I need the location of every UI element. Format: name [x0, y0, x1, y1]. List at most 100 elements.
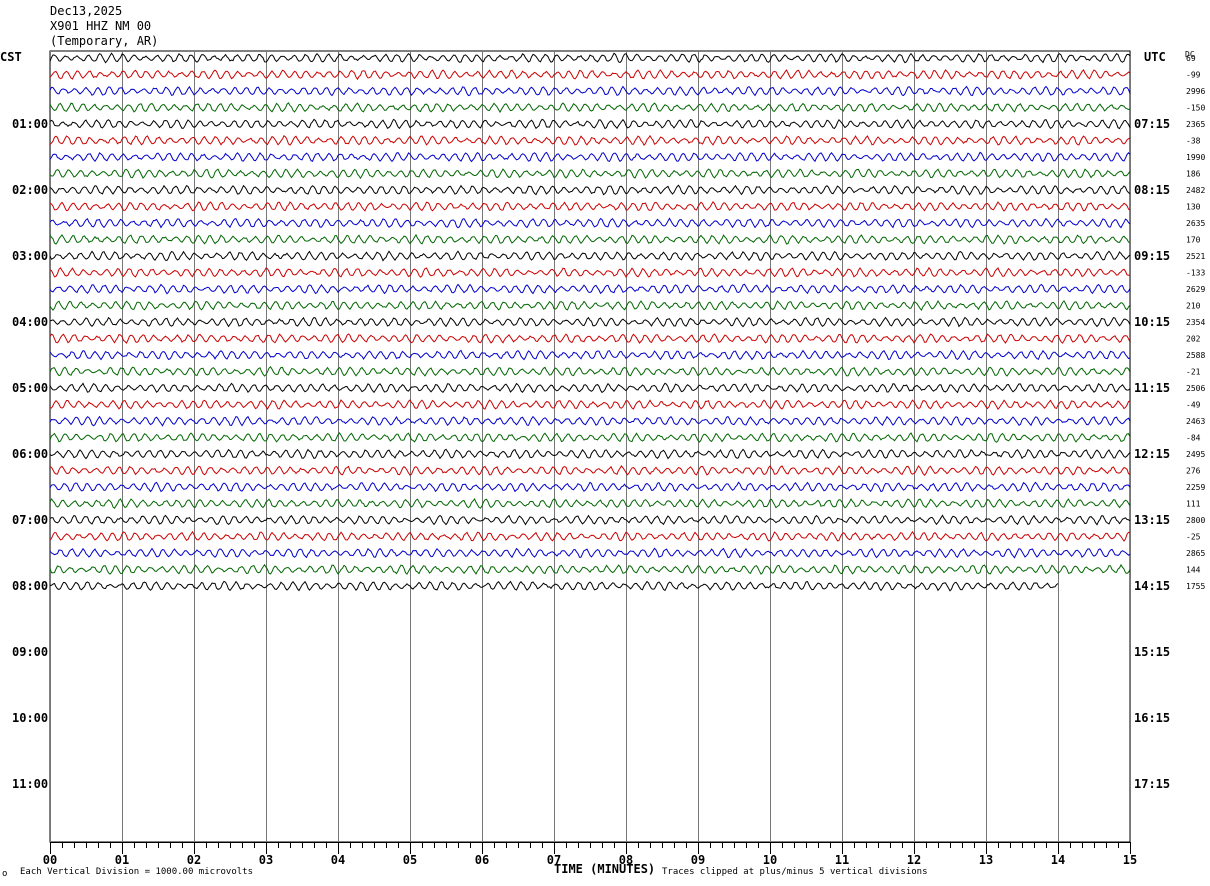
dc-offset-label: 69 [1186, 54, 1196, 63]
seismic-trace [49, 580, 1059, 592]
seismic-trace [49, 300, 1131, 312]
x-tick-label: 08 [619, 853, 633, 867]
x-tick-label: 12 [907, 853, 921, 867]
dc-offset-label: 144 [1186, 566, 1201, 575]
seismic-trace [49, 563, 1131, 575]
right-hour-label: 07:15 [1134, 117, 1170, 131]
seismic-trace [49, 366, 1131, 377]
seismic-trace [49, 184, 1131, 196]
dc-offset-label: 2629 [1186, 285, 1205, 294]
right-timezone-label: UTC [1144, 50, 1166, 64]
dc-offset-label: 276 [1186, 467, 1201, 476]
left-hour-label: 08:00 [12, 579, 48, 593]
clip-note: Traces clipped at plus/minus 5 vertical … [662, 867, 928, 877]
seismic-trace [49, 168, 1131, 180]
dc-offset-label: 210 [1186, 302, 1201, 311]
seismic-trace [49, 448, 1131, 460]
dc-offset-label: -133 [1186, 269, 1205, 278]
dc-offset-label: -84 [1186, 434, 1201, 443]
x-tick-label: 11 [835, 853, 849, 867]
seismic-trace [49, 547, 1131, 559]
seismic-trace [49, 382, 1131, 394]
seismic-trace [49, 233, 1131, 245]
seismic-trace [49, 102, 1131, 114]
right-hour-label: 12:15 [1134, 447, 1170, 461]
dc-offset-label: -25 [1186, 533, 1201, 542]
trace-group [49, 52, 1131, 592]
left-hour-label: 04:00 [12, 315, 48, 329]
dc-offset-label: 186 [1186, 170, 1201, 179]
x-tick-label: 05 [403, 853, 417, 867]
left-hour-label: 10:00 [12, 711, 48, 725]
right-hour-label: 08:15 [1134, 183, 1170, 197]
dc-offset-label: -150 [1186, 104, 1205, 113]
dc-label: DC [1185, 50, 1195, 59]
dc-offset-label: 2506 [1186, 384, 1205, 393]
left-hour-label: 03:00 [12, 249, 48, 263]
dc-offset-label: 2259 [1186, 483, 1205, 492]
dc-offset-label: 130 [1186, 203, 1201, 212]
seismic-trace [49, 349, 1131, 361]
seismic-trace [49, 465, 1131, 476]
seismic-trace [49, 283, 1131, 295]
right-hour-label: 11:15 [1134, 381, 1170, 395]
location-label: (Temporary, AR) [50, 34, 159, 48]
dc-offset-label: 2365 [1186, 120, 1205, 129]
left-hour-label: 05:00 [12, 381, 48, 395]
seismic-trace [49, 530, 1131, 542]
dc-offset-label: 2463 [1186, 417, 1205, 426]
dc-offset-label: 2800 [1186, 516, 1205, 525]
seismic-trace [49, 316, 1131, 328]
seismic-trace [49, 52, 1131, 64]
seismic-trace [49, 497, 1131, 509]
left-hour-label: 09:00 [12, 645, 48, 659]
seismic-trace [49, 514, 1131, 526]
right-hour-label: 15:15 [1134, 645, 1170, 659]
dc-offset-label: 2865 [1186, 549, 1205, 558]
x-tick-label: 01 [115, 853, 129, 867]
footer-mark: o [2, 869, 8, 879]
x-tick-label: 02 [187, 853, 201, 867]
left-timezone-label: CST [0, 50, 22, 64]
date-label: Dec13,2025 [50, 4, 123, 18]
seismic-trace [49, 266, 1131, 278]
seismic-trace [49, 68, 1131, 81]
x-tick-label: 06 [475, 853, 489, 867]
grid-lines [49, 50, 1131, 854]
seismic-trace [49, 481, 1131, 493]
right-hour-label: 14:15 [1134, 579, 1170, 593]
seismic-trace [49, 151, 1131, 163]
dc-offset-label: -21 [1186, 368, 1201, 377]
left-hour-label: 06:00 [12, 447, 48, 461]
scale-note: Each Vertical Division = 1000.00 microvo… [20, 867, 253, 877]
right-hour-label: 10:15 [1134, 315, 1170, 329]
dc-offset-label: 2354 [1186, 318, 1205, 327]
dc-offset-label: 2588 [1186, 351, 1205, 360]
dc-offset-label: 2521 [1186, 252, 1205, 261]
dc-offset-label: 2635 [1186, 219, 1205, 228]
x-tick-label: 13 [979, 853, 993, 867]
seismic-trace [49, 333, 1131, 344]
x-tick-label: 07 [547, 853, 561, 867]
x-tick-label: 10 [763, 853, 777, 867]
seismic-trace [49, 85, 1131, 97]
seismic-trace [49, 415, 1131, 427]
right-hour-label: 13:15 [1134, 513, 1170, 527]
dc-offset-label: -49 [1186, 401, 1201, 410]
dc-offset-label: -99 [1186, 71, 1201, 80]
x-tick-label: 00 [43, 853, 57, 867]
x-tick-label: 04 [331, 853, 345, 867]
label-group: 00 01 02 03 04 05 06 07 08 09 10 11 12 13 14 15 01:00 07:… [12, 54, 1205, 867]
dc-offset-label: 1755 [1186, 582, 1205, 591]
seismic-trace [49, 118, 1131, 130]
left-hour-label: 02:00 [12, 183, 48, 197]
dc-offset-label: 2482 [1186, 186, 1205, 195]
dc-offset-label: 2495 [1186, 450, 1205, 459]
left-hour-label: 07:00 [12, 513, 48, 527]
right-hour-label: 17:15 [1134, 777, 1170, 791]
left-hour-label: 01:00 [12, 117, 48, 131]
right-hour-label: 09:15 [1134, 249, 1170, 263]
x-tick-label: 03 [259, 853, 273, 867]
seismic-trace [49, 432, 1131, 443]
